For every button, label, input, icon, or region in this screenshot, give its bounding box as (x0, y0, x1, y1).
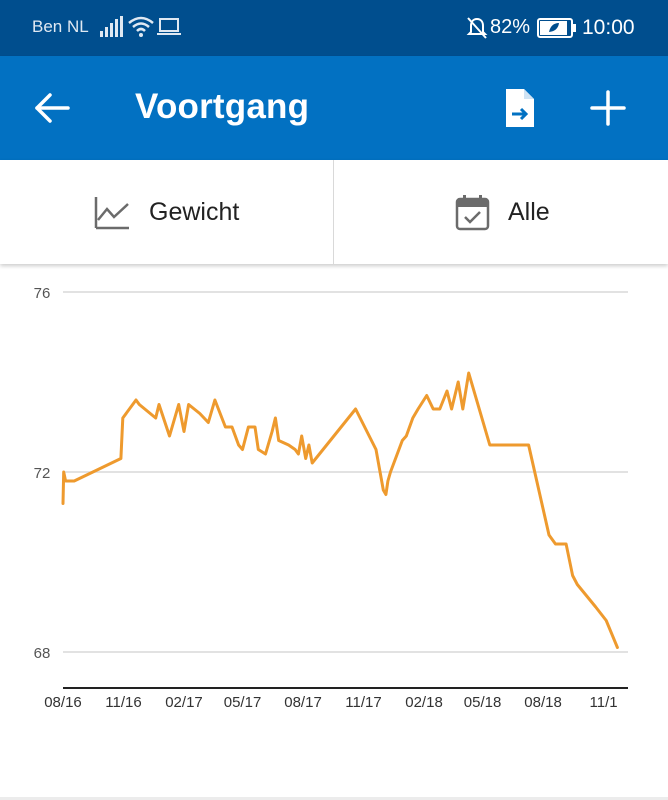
x-tick-label: 02/18 (405, 694, 443, 711)
status-bar: Ben NL 82% 10:00 (0, 0, 668, 56)
line-chart-icon (94, 196, 129, 229)
x-tick-label: 11/17 (345, 694, 381, 711)
x-tick-label: 08/18 (524, 694, 562, 711)
period-label: Alle (508, 197, 550, 226)
signal-icon (100, 16, 123, 37)
weight-chart[interactable]: 76 72 68 08/16 11/16 02/17 05/17 08/17 11/17 02/1… (0, 270, 668, 740)
page-title: Voortgang (135, 87, 310, 126)
metric-label: Gewicht (149, 197, 240, 226)
x-tick-label: 02/17 (165, 694, 203, 711)
filter-toolbar: Gewicht Alle (0, 160, 668, 264)
clock: 10:00 (582, 16, 635, 39)
mute-icon (466, 17, 488, 39)
x-tick-label: 08/17 (284, 694, 322, 711)
metric-selector-button[interactable]: Gewicht (94, 160, 239, 264)
weight-series-line (61, 371, 619, 649)
wifi-icon (128, 16, 154, 37)
toolbar-divider (333, 160, 334, 264)
x-tick-label: 11/16 (105, 694, 141, 711)
calendar-check-icon (455, 194, 490, 230)
bottom-divider (0, 797, 668, 800)
x-tick-label: 08/16 (44, 694, 82, 711)
back-arrow-icon[interactable] (32, 90, 72, 126)
x-tick-label: 11/1 (590, 694, 618, 711)
y-tick-label: 76 (34, 285, 51, 302)
add-icon[interactable] (588, 88, 628, 128)
x-tick-label: 05/18 (464, 694, 502, 711)
carrier-name: Ben NL (32, 17, 89, 36)
y-tick-label: 68 (34, 645, 51, 662)
period-selector-button[interactable]: Alle (455, 160, 550, 264)
export-file-icon[interactable] (500, 86, 540, 130)
battery-percent: 82% (490, 16, 531, 38)
y-tick-label: 72 (34, 465, 51, 482)
x-tick-label: 05/17 (224, 694, 262, 711)
laptop-icon (157, 18, 181, 35)
battery-saver-icon (537, 18, 576, 38)
app-bar: Voortgang (0, 56, 668, 160)
